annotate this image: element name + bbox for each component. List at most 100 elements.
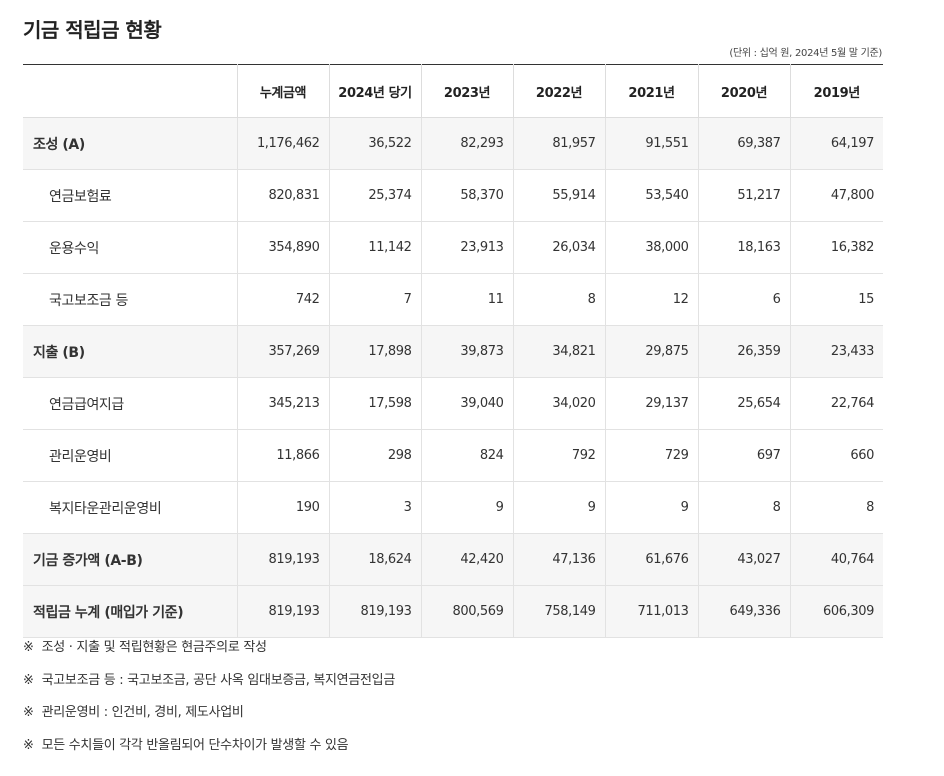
value-cell: 38,000 bbox=[604, 221, 698, 274]
footnote-item: ※ 조성 · 지출 및 적립현황은 현금주의로 작성 bbox=[23, 636, 395, 669]
value-cell: 9 bbox=[420, 481, 513, 534]
table-body: 조성 (A) 1,176,462 36,522 82,293 81,957 91,551 6… bbox=[23, 117, 883, 638]
footnotes: ※ 조성 · 지출 및 적립현황은 현금주의로 작성 ※ 국고보조금 등 : 국고보조… bbox=[23, 636, 395, 766]
reference-mark: ※ bbox=[23, 640, 34, 655]
value-cell: 36,522 bbox=[328, 117, 421, 170]
value-cell: 354,890 bbox=[236, 221, 329, 274]
value-cell: 649,336 bbox=[697, 585, 790, 638]
value-cell: 69,387 bbox=[697, 117, 790, 170]
footnote-text: 관리운영비 : 인건비, 경비, 제도사업비 bbox=[41, 705, 244, 720]
table-row: 지출 (B) 357,269 17,898 39,873 34,821 29,875 26,… bbox=[23, 325, 883, 378]
row-label: 복지타운관리운영비 bbox=[23, 481, 237, 534]
value-cell: 91,551 bbox=[604, 117, 698, 170]
value-cell: 11,142 bbox=[328, 221, 421, 274]
reference-mark: ※ bbox=[23, 737, 34, 753]
value-cell: 1,176,462 bbox=[236, 117, 329, 170]
value-cell: 29,137 bbox=[604, 377, 698, 430]
table-row: 복지타운관리운영비 190 3 9 9 9 8 8 bbox=[23, 481, 883, 534]
value-cell: 34,020 bbox=[512, 377, 605, 430]
row-label: 운용수익 bbox=[23, 221, 237, 274]
value-cell: 64,197 bbox=[789, 117, 883, 170]
value-cell: 6 bbox=[697, 273, 790, 326]
table-header-row: 누계금액 2024년 당기 2023년 2022년 2021년 2020년 20… bbox=[23, 64, 883, 118]
value-cell: 819,193 bbox=[236, 533, 329, 586]
value-cell: 39,040 bbox=[420, 377, 513, 430]
value-cell: 824 bbox=[420, 429, 513, 482]
header-cell bbox=[23, 64, 237, 118]
value-cell: 298 bbox=[328, 429, 421, 482]
value-cell: 345,213 bbox=[236, 377, 329, 430]
value-cell: 58,370 bbox=[420, 169, 513, 222]
value-cell: 61,676 bbox=[604, 533, 698, 586]
footnote-text: 모든 수치들이 각각 반올림되어 단수차이가 발생할 수 있음 bbox=[41, 737, 349, 753]
value-cell: 22,764 bbox=[789, 377, 883, 430]
value-cell: 357,269 bbox=[236, 325, 329, 378]
value-cell: 25,654 bbox=[697, 377, 790, 430]
footnote-item: ※ 모든 수치들이 각각 반올림되어 단수차이가 발생할 수 있음 bbox=[23, 734, 395, 767]
header-cell: 2023년 bbox=[420, 64, 513, 118]
value-cell: 819,193 bbox=[328, 585, 421, 638]
row-label: 국고보조금 등 bbox=[23, 273, 237, 326]
value-cell: 18,163 bbox=[697, 221, 790, 274]
value-cell: 16,382 bbox=[789, 221, 883, 274]
value-cell: 12 bbox=[604, 273, 698, 326]
value-cell: 26,034 bbox=[512, 221, 605, 274]
unit-caption: (단위 : 십억 원, 2024년 5월 말 기준) bbox=[729, 48, 882, 59]
table-row: 운용수익 354,890 11,142 23,913 26,034 38,000 18,16… bbox=[23, 221, 883, 274]
row-label: 조성 (A) bbox=[23, 117, 237, 170]
reference-mark: ※ bbox=[23, 705, 34, 720]
value-cell: 8 bbox=[512, 273, 605, 326]
value-cell: 190 bbox=[236, 481, 329, 534]
value-cell: 9 bbox=[604, 481, 698, 534]
value-cell: 8 bbox=[789, 481, 883, 534]
header-cell: 누계금액 bbox=[236, 64, 329, 118]
value-cell: 3 bbox=[328, 481, 421, 534]
value-cell: 711,013 bbox=[604, 585, 698, 638]
header-cell: 2020년 bbox=[697, 64, 790, 118]
reference-mark: ※ bbox=[23, 672, 34, 688]
footnote-item: ※ 관리운영비 : 인건비, 경비, 제도사업비 bbox=[23, 701, 395, 734]
value-cell: 55,914 bbox=[512, 169, 605, 222]
table-row: 국고보조금 등 742 7 11 8 12 6 15 bbox=[23, 273, 883, 326]
value-cell: 800,569 bbox=[420, 585, 513, 638]
header-cell: 2022년 bbox=[512, 64, 605, 118]
value-cell: 82,293 bbox=[420, 117, 513, 170]
value-cell: 17,598 bbox=[328, 377, 421, 430]
value-cell: 43,027 bbox=[697, 533, 790, 586]
header-cell: 2021년 bbox=[604, 64, 698, 118]
value-cell: 53,540 bbox=[604, 169, 698, 222]
value-cell: 15 bbox=[789, 273, 883, 326]
fund-reserve-table: 누계금액 2024년 당기 2023년 2022년 2021년 2020년 20… bbox=[23, 64, 883, 638]
page-title: 기금 적립금 현황 bbox=[23, 18, 162, 42]
value-cell: 606,309 bbox=[789, 585, 883, 638]
value-cell: 26,359 bbox=[697, 325, 790, 378]
row-label: 기금 증가액 (A-B) bbox=[23, 533, 237, 586]
table-row: 적립금 누계 (매입가 기준) 819,193 819,193 800,569 758,… bbox=[23, 585, 883, 638]
footnote-item: ※ 국고보조금 등 : 국고보조금, 공단 사옥 임대보증금, 복지연금전입금 bbox=[23, 669, 395, 702]
value-cell: 820,831 bbox=[236, 169, 329, 222]
value-cell: 17,898 bbox=[328, 325, 421, 378]
table-row: 기금 증가액 (A-B) 819,193 18,624 42,420 47,136 61,… bbox=[23, 533, 883, 586]
value-cell: 23,913 bbox=[420, 221, 513, 274]
row-label: 적립금 누계 (매입가 기준) bbox=[23, 585, 237, 638]
header-cell: 2024년 당기 bbox=[328, 64, 421, 118]
value-cell: 25,374 bbox=[328, 169, 421, 222]
value-cell: 792 bbox=[512, 429, 605, 482]
value-cell: 29,875 bbox=[604, 325, 698, 378]
table-row: 조성 (A) 1,176,462 36,522 82,293 81,957 91,551 6… bbox=[23, 117, 883, 170]
value-cell: 729 bbox=[604, 429, 698, 482]
value-cell: 51,217 bbox=[697, 169, 790, 222]
value-cell: 23,433 bbox=[789, 325, 883, 378]
row-label: 연금급여지급 bbox=[23, 377, 237, 430]
row-label: 연금보험료 bbox=[23, 169, 237, 222]
value-cell: 9 bbox=[512, 481, 605, 534]
value-cell: 11,866 bbox=[236, 429, 329, 482]
row-label: 관리운영비 bbox=[23, 429, 237, 482]
value-cell: 697 bbox=[697, 429, 790, 482]
header-cell: 2019년 bbox=[789, 64, 883, 118]
value-cell: 34,821 bbox=[512, 325, 605, 378]
table-row: 연금보험료 820,831 25,374 58,370 55,914 53,540 51,2… bbox=[23, 169, 883, 222]
footnote-text: 조성 · 지출 및 적립현황은 현금주의로 작성 bbox=[41, 640, 267, 655]
value-cell: 81,957 bbox=[512, 117, 605, 170]
